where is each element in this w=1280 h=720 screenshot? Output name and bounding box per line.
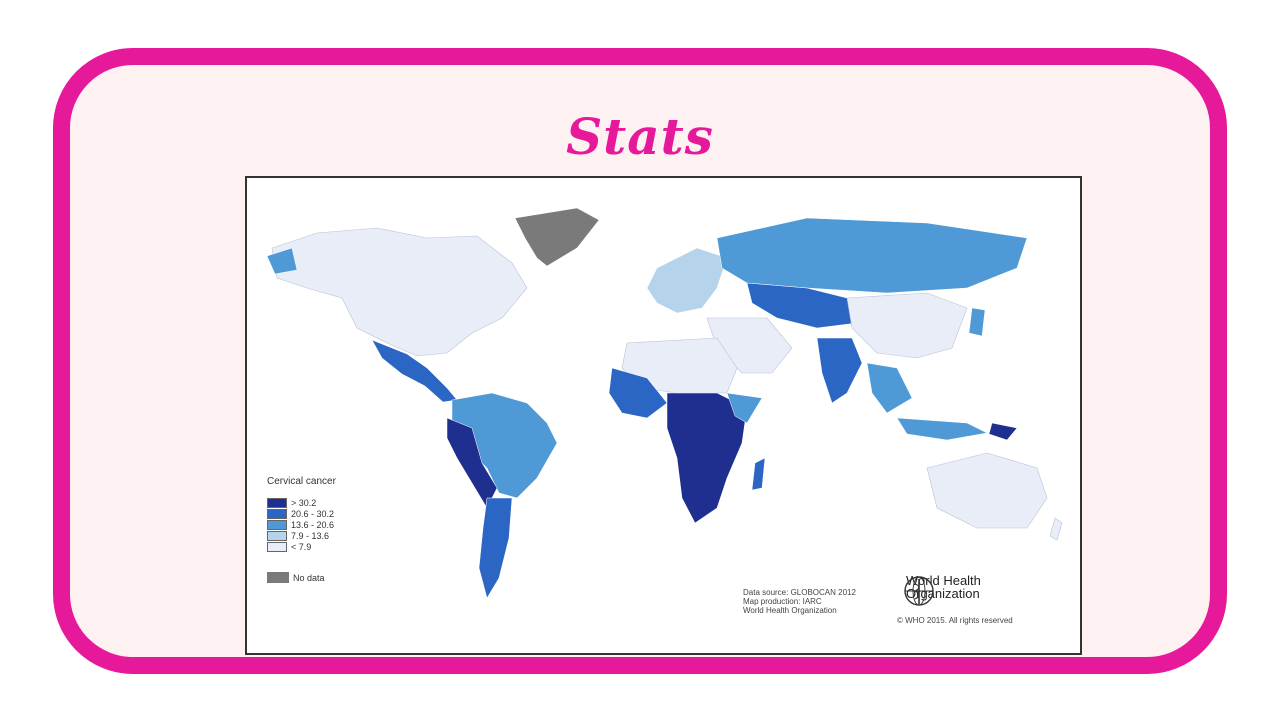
region-india <box>816 337 863 404</box>
region-europe <box>646 247 728 314</box>
who-logo: World Health Organization <box>902 573 981 606</box>
credit-line: World Health Organization <box>743 606 837 615</box>
region-new-zealand <box>1049 517 1063 541</box>
legend-label: 7.9 - 13.6 <box>291 530 330 541</box>
slide-title: Stats <box>566 107 714 166</box>
who-emblem-icon <box>904 576 934 606</box>
region-north-america <box>271 227 528 357</box>
legend-no-data: No data <box>267 572 336 583</box>
map-credits: Data source: GLOBOCAN 2012 Map productio… <box>743 588 856 615</box>
legend-swatch <box>267 519 287 530</box>
region-horn-of-africa <box>726 392 763 424</box>
legend-swatch <box>267 508 287 519</box>
region-japan <box>968 307 986 337</box>
region-madagascar <box>751 457 766 491</box>
legend-label: > 30.2 <box>291 497 317 508</box>
legend-item: 13.6 - 20.6 <box>267 519 336 530</box>
credit-line: Data source: GLOBOCAN 2012 <box>743 588 856 597</box>
region-png <box>988 422 1018 441</box>
legend-swatch <box>267 541 287 552</box>
legend-label: 13.6 - 20.6 <box>291 519 335 530</box>
region-australia <box>926 452 1048 529</box>
legend-label: 20.6 - 30.2 <box>291 508 335 519</box>
legend-swatch-no-data <box>267 572 289 583</box>
world-map: Cervical cancer > 30.2 20.6 - 30.2 13.6 … <box>245 176 1082 655</box>
copyright: © WHO 2015. All rights reserved <box>897 616 1013 625</box>
legend-swatch <box>267 497 287 508</box>
region-greenland <box>514 207 600 267</box>
slide-card: Stats <box>53 48 1227 674</box>
region-china <box>846 292 968 359</box>
legend-title: Cervical cancer <box>267 476 336 487</box>
region-indonesia <box>896 417 988 441</box>
region-central-asia <box>746 282 858 329</box>
legend-item: 7.9 - 13.6 <box>267 530 336 541</box>
region-southeast-asia <box>866 362 913 414</box>
region-south-america-south <box>478 497 513 599</box>
region-alaska <box>266 247 298 275</box>
credit-line: Map production: IARC <box>743 597 822 606</box>
who-name-line1: World Health <box>906 573 981 588</box>
legend-label-no-data: No data <box>293 572 325 583</box>
legend-label: < 7.9 <box>291 541 312 552</box>
region-west-africa <box>608 367 668 419</box>
region-mexico-central-america <box>371 339 458 403</box>
legend-item: 20.6 - 30.2 <box>267 508 336 519</box>
region-russia <box>716 217 1028 294</box>
legend-item: > 30.2 <box>267 497 336 508</box>
legend-swatch <box>267 530 287 541</box>
legend-item: < 7.9 <box>267 541 336 552</box>
map-legend: Cervical cancer > 30.2 20.6 - 30.2 13.6 … <box>267 476 336 583</box>
map-graphic <box>266 207 1063 599</box>
